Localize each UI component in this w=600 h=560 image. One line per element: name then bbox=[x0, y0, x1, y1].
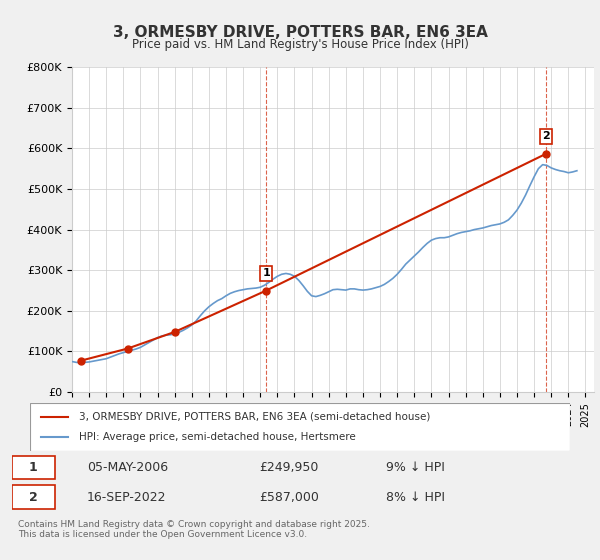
Text: 3, ORMESBY DRIVE, POTTERS BAR, EN6 3EA: 3, ORMESBY DRIVE, POTTERS BAR, EN6 3EA bbox=[113, 25, 487, 40]
Text: 3, ORMESBY DRIVE, POTTERS BAR, EN6 3EA (semi-detached house): 3, ORMESBY DRIVE, POTTERS BAR, EN6 3EA (… bbox=[79, 412, 430, 422]
Point bbox=[170, 328, 179, 337]
Text: 1: 1 bbox=[29, 461, 38, 474]
Text: 9% ↓ HPI: 9% ↓ HPI bbox=[386, 461, 445, 474]
Text: £587,000: £587,000 bbox=[260, 491, 320, 503]
Text: 2: 2 bbox=[542, 132, 550, 142]
Text: £249,950: £249,950 bbox=[260, 461, 319, 474]
Text: 2: 2 bbox=[29, 491, 38, 503]
FancyBboxPatch shape bbox=[12, 486, 55, 509]
Text: HPI: Average price, semi-detached house, Hertsmere: HPI: Average price, semi-detached house,… bbox=[79, 432, 355, 441]
Point bbox=[262, 286, 271, 295]
Point bbox=[76, 356, 85, 365]
Text: 8% ↓ HPI: 8% ↓ HPI bbox=[386, 491, 445, 503]
Text: Contains HM Land Registry data © Crown copyright and database right 2025.
This d: Contains HM Land Registry data © Crown c… bbox=[18, 520, 370, 539]
Text: 1: 1 bbox=[262, 268, 270, 278]
Text: 16-SEP-2022: 16-SEP-2022 bbox=[87, 491, 166, 503]
Point bbox=[123, 344, 133, 353]
FancyBboxPatch shape bbox=[30, 403, 570, 451]
Text: 05-MAY-2006: 05-MAY-2006 bbox=[87, 461, 168, 474]
FancyBboxPatch shape bbox=[12, 456, 55, 479]
Text: Price paid vs. HM Land Registry's House Price Index (HPI): Price paid vs. HM Land Registry's House … bbox=[131, 38, 469, 51]
Point bbox=[541, 149, 551, 158]
